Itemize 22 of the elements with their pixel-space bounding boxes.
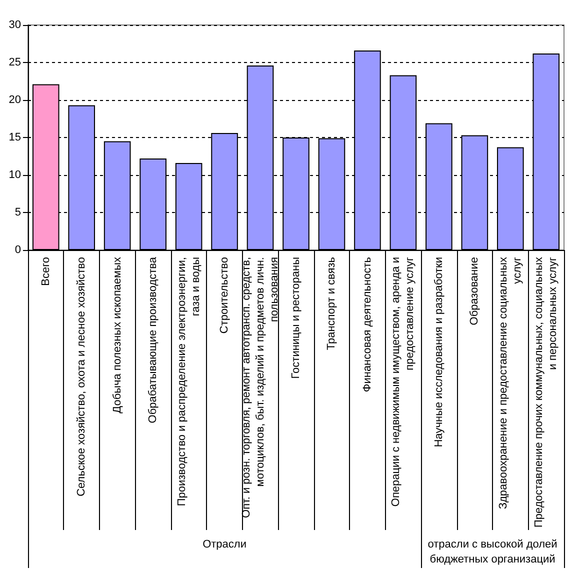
x-tick-label: Научные исследования и разработки: [432, 257, 445, 448]
y-tick-label: 25: [8, 56, 21, 68]
x-tick-label: Транспорт и связь: [326, 256, 338, 350]
x-tick-label: Финансовая деятельность: [361, 256, 374, 392]
x-tick-label: Производство и распределение электроэнергии, газа и воды: [176, 256, 202, 506]
text: отрасли с высокой долей бюджетных организаций: [428, 538, 558, 566]
x-tick-label: Обрабатывающие производства: [147, 256, 160, 424]
y-tick-label: 20: [8, 94, 21, 106]
text: Отрасли: [202, 538, 246, 550]
y-tick-label: 30: [8, 19, 21, 31]
y-tick-label: 0: [14, 244, 21, 256]
x-tick-label: Всего: [40, 257, 52, 286]
y-tick-label: 15: [8, 132, 21, 144]
y-tick-label: 10: [8, 169, 21, 181]
x-tick-label: Строительство: [218, 257, 231, 334]
x-tick-label: Образование: [468, 257, 481, 326]
x-tick-label: Здравоохранение и предоставление социальных услуг: [497, 256, 524, 510]
x-tick-label: Операции с недвижимым имуществом, аренда и предоставление услуг: [390, 257, 416, 507]
x-tick-label: Сельское хозяйство, охота и лесное хозяйство: [76, 257, 88, 496]
y-tick-label: 5: [14, 206, 21, 218]
x-tick-label: Гостиницы и рестораны: [290, 256, 302, 379]
x-tick-label: Добыча полезных ископаемых: [111, 256, 124, 414]
